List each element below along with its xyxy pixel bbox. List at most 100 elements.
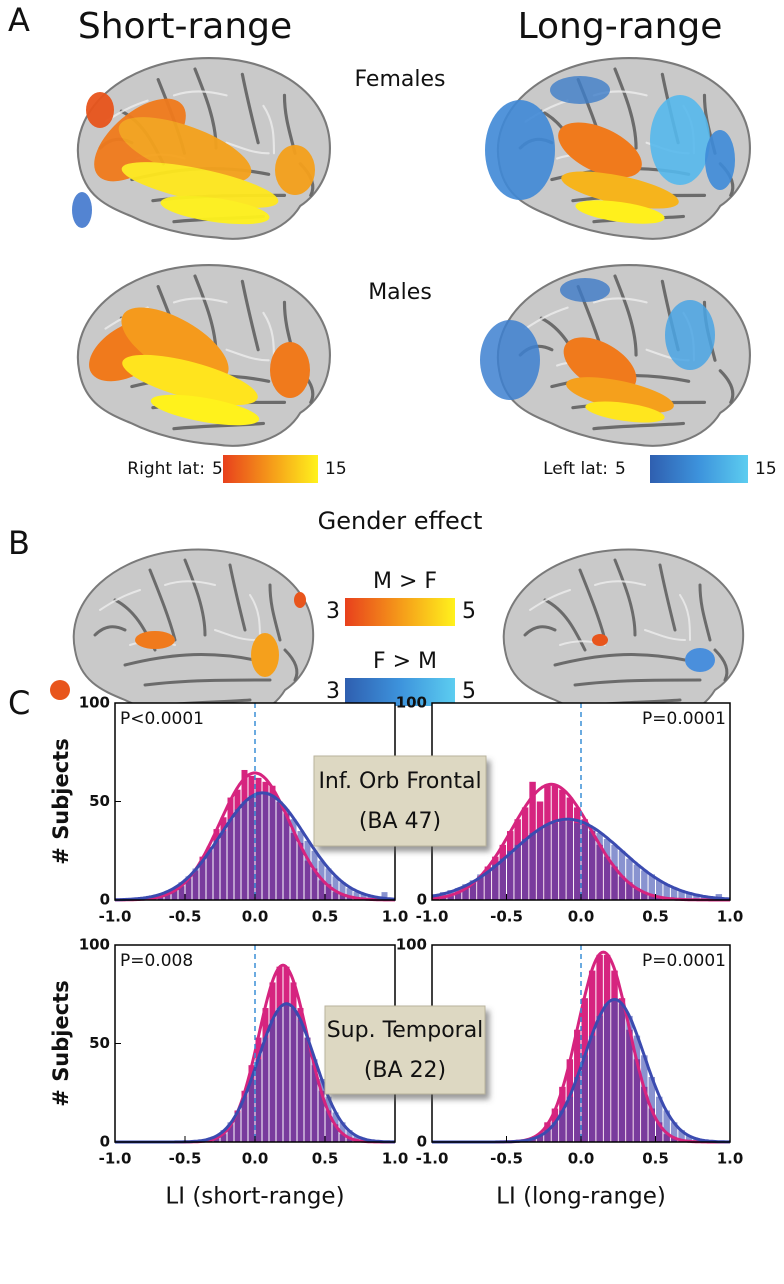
colorbar-min: 3 <box>326 599 340 624</box>
histogram-bar <box>484 870 492 900</box>
region-code: (BA 47) <box>359 809 441 834</box>
x-tick-label: 0.0 <box>568 1150 595 1168</box>
colorbar-label: M > F <box>373 569 437 594</box>
histogram-bar <box>304 840 311 900</box>
histogram-bar <box>559 821 566 900</box>
x-tick-label: -0.5 <box>490 908 523 926</box>
histogram-bar <box>311 850 318 900</box>
histogram-bar <box>596 1015 603 1142</box>
colorbar-max: 5 <box>462 599 476 624</box>
histogram-bar <box>220 1130 227 1142</box>
histogram-bar <box>618 1004 626 1142</box>
brain-long-gender <box>502 547 745 723</box>
x-tick-label: -0.5 <box>169 908 202 926</box>
brain-short-male <box>76 263 332 448</box>
histogram-bar <box>171 888 178 900</box>
colorbar-max: 5 <box>462 679 476 704</box>
x-axis-label: LI (long-range) <box>496 1184 666 1210</box>
section-title: Gender effect <box>318 507 483 535</box>
colorbar-label: Right lat: <box>127 459 205 479</box>
histogram-bar <box>234 1112 241 1142</box>
histogram-bar <box>603 1004 611 1142</box>
histogram-bar <box>588 829 596 900</box>
row-label: Females <box>354 67 445 92</box>
y-tick-label: 0 <box>100 891 110 909</box>
annotation: P=0.0001 <box>642 709 726 729</box>
histogram-bar <box>641 870 648 900</box>
y-axis-label: # Subjects <box>49 980 73 1106</box>
brain-short-female <box>72 56 332 241</box>
x-tick-label: 1.0 <box>717 1150 744 1168</box>
x-tick-label: 1.0 <box>382 1150 409 1168</box>
x-axis-label: LI (short-range) <box>165 1184 344 1210</box>
histogram-bar <box>262 1037 269 1142</box>
histogram-bar <box>521 838 529 900</box>
histogram-bar <box>276 801 283 900</box>
colorbar-label: F > M <box>373 649 437 674</box>
histogram-bar <box>262 791 269 900</box>
histogram-bar <box>241 801 248 900</box>
histogram-bar <box>492 864 499 900</box>
histogram-bar <box>360 894 367 900</box>
colorbar <box>223 455 318 483</box>
histogram-bar <box>633 864 641 900</box>
y-tick-label: 0 <box>100 1133 110 1151</box>
x-tick-label: 0.5 <box>312 908 339 926</box>
histogram-bar <box>290 1008 297 1142</box>
panel-label: C <box>8 684 30 722</box>
y-tick-label: 100 <box>79 936 110 954</box>
histogram-bar <box>678 1130 685 1142</box>
colorbar <box>650 455 748 483</box>
column-title: Short-range <box>78 6 292 47</box>
histogram-bar <box>641 1055 648 1142</box>
y-axis-label: # Subjects <box>49 738 73 864</box>
brain-long-female <box>485 56 752 241</box>
histogram-bar <box>477 874 484 900</box>
x-tick-label: -1.0 <box>99 908 132 926</box>
fit-curve <box>114 771 396 902</box>
histogram-bar <box>353 892 360 900</box>
histogram-bar <box>611 844 618 900</box>
histogram-bar <box>529 833 536 900</box>
histogram-bar <box>276 1008 283 1142</box>
histogram-bar <box>241 1096 248 1142</box>
histogram-bar <box>544 825 551 900</box>
histogram-bar <box>499 858 506 900</box>
histogram-bar <box>596 833 603 900</box>
histogram-bar <box>633 1035 641 1142</box>
histogram-bar <box>544 1130 551 1142</box>
colorbar <box>345 678 455 706</box>
histogram-bar <box>507 850 514 900</box>
x-tick-label: -1.0 <box>416 1150 449 1168</box>
histogram-bar <box>581 1055 588 1142</box>
histogram-bar <box>663 1110 670 1142</box>
histogram-bar <box>318 1078 325 1142</box>
histogram-bar <box>325 1096 332 1142</box>
histogram-bar <box>332 876 339 900</box>
histogram-bar <box>566 821 574 900</box>
histogram-bar <box>581 825 588 900</box>
histogram-bar <box>234 809 241 900</box>
colorbar-min: 5 <box>615 459 626 479</box>
x-tick-label: 0.5 <box>642 1150 669 1168</box>
histogram-bar <box>685 1136 693 1142</box>
y-tick-label: 50 <box>89 792 110 810</box>
histogram-bar <box>192 868 199 900</box>
histogram-bar <box>269 795 276 900</box>
histogram-bar <box>670 888 678 900</box>
histogram-bar <box>588 1035 596 1142</box>
histogram-bar <box>346 1130 353 1142</box>
histogram-bar <box>311 1059 318 1142</box>
histogram-bar <box>339 882 346 900</box>
histogram-bar <box>514 844 521 900</box>
region-box: Sup. Temporal (BA 22) <box>324 1005 486 1095</box>
y-tick-label: 0 <box>417 1133 427 1151</box>
histogram-bar <box>678 890 685 900</box>
histogram-bar <box>269 1019 276 1142</box>
histogram-bar <box>700 896 708 900</box>
histogram-bar <box>663 884 670 900</box>
y-tick-label: 100 <box>396 936 427 954</box>
